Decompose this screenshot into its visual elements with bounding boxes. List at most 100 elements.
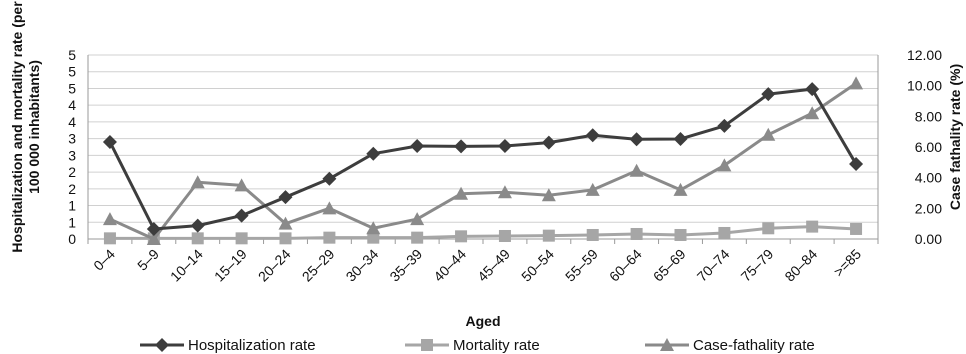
series-line [109,82,857,241]
right-tick-label: 4.00 [915,170,942,186]
data-point [146,221,161,236]
data-point [410,138,425,153]
data-point [278,190,293,205]
x-tick-label: 20–24 [255,246,294,285]
data-point [235,232,248,245]
data-point [673,131,688,146]
right-tick-label: 10.00 [907,78,942,94]
legend-item: Mortality rate [405,337,540,354]
left-tick-label: 3 [68,131,76,147]
left-axis-title: Hospitalization and mortality rate (per1… [9,1,42,253]
data-point [234,178,249,192]
data-point [190,218,205,233]
data-point [454,186,469,200]
data-point [761,87,776,102]
series-hospitalization-rate [102,82,864,236]
right-axis-title: Case fathality rate (%) [947,64,963,210]
data-point [234,208,249,223]
data-point [497,138,512,153]
legend-marker [660,338,674,351]
data-point [103,232,116,245]
left-tick-label: 4 [68,97,76,113]
series-case-fathality-rate [102,76,864,245]
data-point [191,232,204,245]
legend-item: Hospitalization rate [140,337,316,354]
legend-marker [155,338,169,352]
data-point [850,222,863,235]
data-point [498,229,511,242]
data-point [541,188,556,202]
left-tick-label: 5 [68,47,76,63]
x-tick-label: 15–19 [211,246,250,285]
legend-marker [421,339,433,351]
legend-label: Hospitalization rate [188,337,316,354]
data-point [630,227,643,240]
data-point [323,231,336,244]
x-tick-label: 35–39 [386,246,425,285]
x-tick-label: 50–54 [518,246,557,285]
right-tick-label: 8.00 [915,108,942,124]
left-tick-label: 5 [68,64,76,80]
left-tick-label: 5 [68,80,76,96]
x-axis-ticks: 0–4 5–9 10–14 15–19 20–24 25–29 30–34 35–39 40–4… [87,239,879,285]
data-point [585,128,600,143]
left-tick-label: 1 [68,214,76,230]
x-tick-label: 40–44 [430,246,469,285]
left-tick-label: 3 [68,147,76,163]
series-layer [102,76,864,245]
x-tick-label: 80–84 [781,246,820,285]
data-point [673,182,688,196]
legend-label: Mortality rate [453,337,540,354]
data-point [278,216,293,230]
gridlines [88,54,878,240]
data-point [541,135,556,150]
right-tick-label: 12.00 [907,47,942,63]
data-point [806,220,819,233]
data-point [366,221,381,235]
x-tick-label: 0–4 [90,246,118,274]
data-point [190,175,205,189]
legend: Hospitalization rate Mortality rate Case-f… [140,337,815,354]
x-axis-title: Aged [466,313,501,329]
data-point [102,134,117,149]
left-axis-title-line1: Hospitalization and mortality rate (per [9,1,25,253]
right-tick-label: 6.00 [915,139,942,155]
data-point [717,158,732,172]
legend-label: Case-fathality rate [693,337,815,354]
x-tick-label: 70–74 [694,246,733,285]
x-tick-label: 55–59 [562,246,601,285]
x-tick-label: 10–14 [167,246,206,285]
data-point [717,118,732,133]
data-point [629,132,644,147]
left-tick-label: 0 [68,231,76,247]
x-tick-label: 75–79 [738,246,777,285]
legend-item: Case-fathality rate [645,337,815,354]
data-point [542,229,555,242]
left-tick-label: 1 [68,198,76,214]
data-point [849,76,864,90]
x-tick-label: 30–34 [343,246,382,285]
data-point [367,231,380,244]
right-axis-ticks: 0.00 2.00 4.00 6.00 8.00 10.00 12.00 [907,47,942,247]
data-point [761,127,776,141]
data-point [629,163,644,177]
left-tick-label: 4 [68,114,76,130]
x-tick-label: 45–49 [474,246,513,285]
data-point [586,228,599,241]
data-point [674,228,687,241]
data-point [322,171,337,186]
x-tick-label: 65–69 [650,246,689,285]
data-point [322,201,337,215]
data-point [805,106,820,120]
data-point [454,139,469,154]
data-point [455,230,468,243]
right-tick-label: 0.00 [915,231,942,247]
data-point [497,185,512,199]
left-tick-label: 2 [68,181,76,197]
data-point [805,82,820,97]
data-point [849,157,864,172]
data-point [762,222,775,235]
data-point [102,212,117,226]
